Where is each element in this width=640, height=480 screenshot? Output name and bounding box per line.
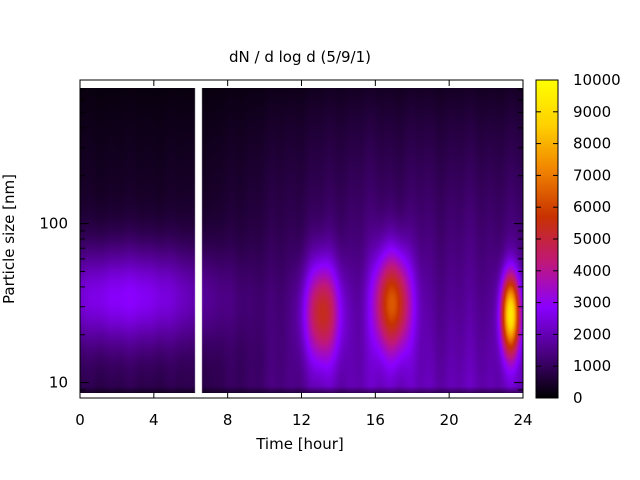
colorbar-tick-label: 7000 <box>573 166 611 184</box>
colorbar-tick-label: 8000 <box>573 135 611 153</box>
x-tick-label: 8 <box>223 411 233 429</box>
colorbar-tick-label: 3000 <box>573 294 611 312</box>
x-axis: 0 4 8 12 16 20 24 <box>75 80 533 429</box>
x-tick-label: 4 <box>149 411 159 429</box>
colorbar-tick-label: 2000 <box>573 325 611 343</box>
y-axis-label: Particle size [nm] <box>0 174 18 304</box>
heatmap-area <box>80 88 523 393</box>
colorbar-tick-label: 0 <box>573 389 583 407</box>
x-tick-label: 16 <box>366 411 385 429</box>
y-tick-label: 10 <box>49 374 68 392</box>
colorbar-ticks: 0 1000 2000 3000 4000 5000 6000 7000 8000 9000 100… <box>536 71 621 407</box>
colorbar-tick-label: 4000 <box>573 262 611 280</box>
y-axis: 10 100 <box>39 79 523 399</box>
colorbar-tick-label: 6000 <box>573 198 611 216</box>
x-tick-label: 20 <box>440 411 459 429</box>
heatmap-canvas <box>80 88 523 393</box>
x-tick-label: 12 <box>292 411 311 429</box>
colorbar-tick-label: 1000 <box>573 357 611 375</box>
y-tick-label: 100 <box>39 215 68 233</box>
x-tick-label: 24 <box>513 411 532 429</box>
x-axis-label: Time [hour] <box>255 435 344 453</box>
x-tick-label: 0 <box>75 411 85 429</box>
colorbar-tick-label: 9000 <box>573 103 611 121</box>
chart-title: dN / d log d (5/9/1) <box>229 48 371 66</box>
colorbar: 0 1000 2000 3000 4000 5000 6000 7000 8000 9000 100… <box>535 71 621 407</box>
colorbar-tick-label: 10000 <box>573 71 621 89</box>
colorbar-tick-label: 5000 <box>573 230 611 248</box>
